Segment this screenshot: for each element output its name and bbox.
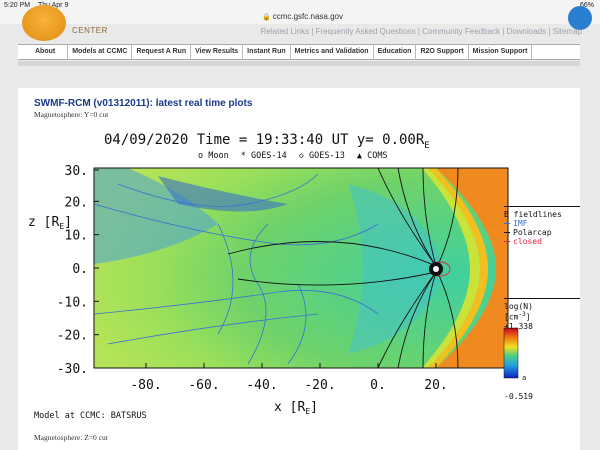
nav-item-models-at-ccmc[interactable]: Models at CCMC bbox=[68, 45, 133, 59]
status-time: 5:20 PM bbox=[4, 2, 31, 9]
colorbar-title: log(N) bbox=[504, 302, 533, 311]
nav-item-about[interactable]: About bbox=[18, 45, 69, 59]
main-nav: About Models at CCMC Request A Run View Res… bbox=[18, 44, 580, 60]
y-tick-label: 30. bbox=[65, 164, 88, 179]
imf-fieldlines bbox=[93, 173, 379, 365]
y-axis: 30. 20. 10. 0. -10. -20. -30. bbox=[57, 164, 99, 377]
y-tick-label: 0. bbox=[72, 262, 88, 277]
fieldline-legend-item: Polarcap bbox=[504, 228, 580, 237]
x-tick-label: -80. bbox=[130, 378, 161, 393]
bow-shock-region bbox=[436, 168, 508, 368]
colorbar-legend: log(N) [cm-3] +1.338 bbox=[504, 298, 580, 331]
plot-title-sub: E bbox=[424, 140, 430, 151]
y-tick-label: -20. bbox=[57, 329, 88, 344]
colorbar bbox=[503, 327, 519, 379]
x-tick-label: 20. bbox=[424, 378, 447, 393]
url-value: ccmc.gsfc.nasa.gov bbox=[272, 12, 343, 21]
fieldline-swatch bbox=[504, 223, 510, 224]
polarcap-fieldlines bbox=[227, 167, 459, 369]
nav-item-metrics-and-validation[interactable]: Metrics and Validation bbox=[291, 45, 374, 59]
plot-title-text: 04/09/2020 Time = 19:33:40 UT y= 0.00R bbox=[104, 132, 425, 148]
nav-item-view-results[interactable]: View Results bbox=[191, 45, 244, 59]
lock-icon: 🔒 bbox=[262, 14, 271, 21]
marker-legend-item: o Moon bbox=[198, 151, 229, 161]
y-tick-label: 20. bbox=[65, 195, 88, 210]
x-axis-label: x [RE] bbox=[274, 400, 318, 414]
y-tick-label: -30. bbox=[57, 362, 88, 377]
nav-subbar bbox=[18, 61, 580, 66]
status-date: Thu Apr 9 bbox=[38, 2, 69, 9]
colorbar-unit: [cm-3] bbox=[504, 311, 531, 322]
address-bar[interactable]: 🔒 ccmc.gsfc.nasa.gov bbox=[0, 10, 600, 24]
nav-item-request-a-run[interactable]: Request A Run bbox=[132, 45, 192, 59]
nasa-globe-icon[interactable] bbox=[568, 6, 592, 30]
marker-legend: o Moon * GOES-14 ◇ GOES-13 ▲ COMS bbox=[198, 151, 400, 161]
colorbar-max: +1.338 bbox=[504, 321, 533, 331]
battery-level: 66% bbox=[579, 2, 594, 9]
ccmc-logo[interactable] bbox=[22, 5, 66, 41]
colorbar-min: -0.519 bbox=[504, 392, 533, 401]
x-tick-label: -60. bbox=[188, 378, 219, 393]
model-credit: Model at CCMC: BATSRUS bbox=[34, 411, 147, 421]
marker-legend-item: ▲ COMS bbox=[356, 151, 388, 161]
x-axis: -80. -60. -40. -20. 0. 20. bbox=[130, 363, 448, 393]
nav-item-education[interactable]: Education bbox=[374, 45, 417, 59]
magnetosphere-plot: 30. 20. 10. 0. -10. -20. -30. -80. -60. -40. -20.… bbox=[28, 164, 519, 414]
z-axis-label: z [RE] bbox=[28, 215, 72, 231]
marker-legend-item: ◇ GOES-13 bbox=[298, 151, 345, 161]
plot-title: 04/09/2020 Time = 19:33:40 UT y= 0.00RE bbox=[104, 132, 430, 151]
plot-section-title: Magnetosphere: Y=0 cut bbox=[34, 110, 109, 119]
nav-item-mission-support[interactable]: Mission Support bbox=[469, 45, 533, 59]
fieldline-legend: B fieldlines IMF Polarcap closed bbox=[504, 206, 580, 246]
url-text[interactable]: 🔒 ccmc.gsfc.nasa.gov bbox=[262, 12, 343, 21]
nav-item-r2o-support[interactable]: R2O Support bbox=[416, 45, 469, 59]
y-tick-label: 10. bbox=[65, 229, 88, 244]
next-section-title: Magnetosphere: Z=0 cut bbox=[34, 433, 108, 442]
x-tick-label: 0. bbox=[370, 378, 386, 393]
x-tick-label: -20. bbox=[304, 378, 335, 393]
marker-legend-item: * GOES-14 bbox=[240, 151, 287, 161]
y-tick-label: -10. bbox=[57, 295, 88, 310]
top-links[interactable]: Related Links | Frequently Asked Questio… bbox=[260, 27, 582, 36]
status-bar: 5:20 PM Thu Apr 9 66% bbox=[0, 0, 600, 12]
fieldline-swatch bbox=[504, 241, 510, 242]
fieldline-legend-item: closed bbox=[504, 237, 580, 246]
nav-item-instant-run[interactable]: Instant Run bbox=[243, 45, 291, 59]
x-tick-label: -40. bbox=[246, 378, 277, 393]
fieldline-legend-title: B fieldlines bbox=[504, 210, 562, 219]
page-title: SWMF-RCM (v01312011): latest real time p… bbox=[34, 98, 253, 109]
main-content: SWMF-RCM (v01312011): latest real time p… bbox=[18, 88, 580, 450]
fieldline-swatch bbox=[504, 232, 510, 233]
logo-text: CENTER bbox=[72, 26, 108, 35]
colorbar-mid: a bbox=[522, 374, 527, 382]
fieldline-legend-item: IMF bbox=[504, 219, 580, 228]
